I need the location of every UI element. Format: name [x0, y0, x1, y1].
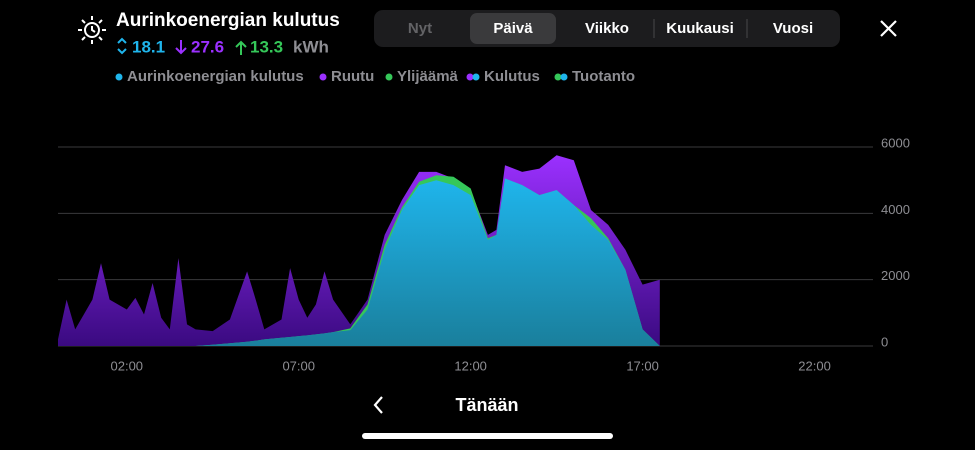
updown-icon	[117, 37, 127, 55]
legend-label: Ylijäämä	[397, 68, 459, 85]
period-label: Tänään	[455, 395, 518, 415]
unit: kWh	[293, 37, 329, 56]
back-button[interactable]	[373, 396, 383, 414]
solar-area	[58, 178, 660, 346]
title: Aurinkoenergian kulutus	[116, 10, 340, 31]
close-button[interactable]	[880, 20, 897, 37]
tab[interactable]: Viikko	[585, 20, 629, 37]
down-icon	[175, 40, 187, 55]
legend-label: Aurinkoenergian kulutus	[127, 68, 304, 85]
y-tick-label: 4000	[881, 202, 910, 217]
solar-icon	[78, 16, 106, 44]
stat-surplus: 13.3	[250, 37, 283, 56]
home-indicator	[362, 433, 613, 439]
stat-solar: 18.1	[132, 37, 165, 56]
tab[interactable]: Nyt	[408, 20, 432, 37]
x-tick-label: 22:00	[798, 358, 831, 373]
x-tick-label: 07:00	[282, 358, 315, 373]
legend-dot	[472, 73, 480, 81]
legend-dot	[319, 73, 327, 81]
tab[interactable]: Vuosi	[773, 20, 813, 37]
tab[interactable]: Päivä	[493, 20, 533, 37]
legend-dot	[466, 73, 474, 81]
legend-dot	[560, 73, 568, 81]
legend-dot	[115, 73, 123, 81]
y-tick-label: 6000	[881, 135, 910, 150]
stat-grid: 27.6	[191, 37, 224, 56]
legend-dot	[385, 73, 393, 81]
x-tick-label: 17:00	[626, 358, 659, 373]
y-tick-label: 0	[881, 334, 888, 349]
legend-dot	[554, 73, 562, 81]
legend-label: Kulutus	[484, 68, 540, 85]
x-tick-label: 12:00	[454, 358, 487, 373]
y-tick-label: 2000	[881, 268, 910, 283]
tab[interactable]: Kuukausi	[666, 20, 734, 37]
legend-label: Tuotanto	[572, 68, 635, 85]
tab-selected[interactable]	[470, 13, 556, 44]
up-icon	[235, 40, 247, 55]
x-tick-label: 02:00	[111, 358, 144, 373]
legend-label: Ruutu	[331, 68, 374, 85]
